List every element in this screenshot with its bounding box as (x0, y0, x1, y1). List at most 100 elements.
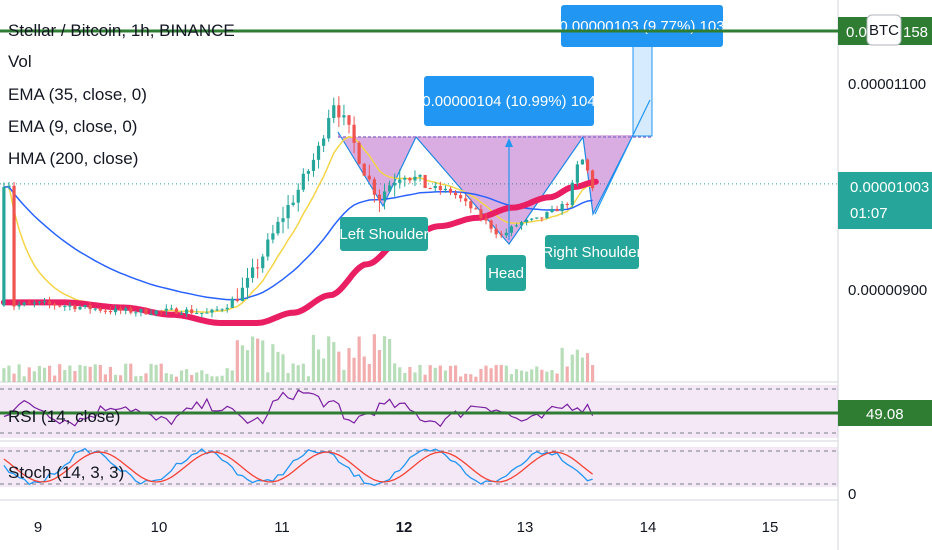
candle-body (575, 164, 579, 183)
candle-body (83, 305, 87, 308)
time-tick-label: 14 (640, 519, 657, 536)
volume-bar (88, 366, 92, 382)
volume-bar (83, 365, 87, 382)
candle-body (306, 170, 310, 174)
price-tick-label: 0.00001100 (848, 76, 926, 93)
volume-bar (37, 365, 42, 382)
volume-bar (17, 364, 21, 382)
measure2-callout-bg (561, 5, 723, 47)
candles-layer[interactable] (2, 96, 595, 318)
time-tick-label: 10 (151, 519, 168, 536)
candle-body (560, 203, 564, 212)
candle-body (129, 308, 133, 313)
candle-body (119, 308, 123, 311)
time-tick-label: 12 (396, 519, 413, 536)
candle-body (555, 208, 559, 212)
candle-body (327, 118, 331, 139)
time-tick-label: 13 (517, 519, 534, 536)
volume-bar (504, 365, 508, 382)
candle-body (316, 145, 321, 160)
volume-bar (200, 370, 204, 382)
candle-body (2, 186, 6, 306)
volume-bar (316, 349, 321, 382)
candle-body (266, 239, 270, 257)
volume-bar (560, 347, 564, 382)
measure1-callout: 0.00000104 (10.99%) 104 (422, 76, 596, 126)
current-price-tag (838, 172, 932, 229)
volume-bar (403, 373, 407, 382)
candle-body (139, 309, 143, 313)
rsi-value-label: 49.08 (866, 406, 904, 423)
projection-line (594, 99, 651, 215)
candle-body (387, 185, 392, 192)
candle-body (408, 177, 412, 181)
candle-body (347, 115, 351, 125)
time-tick-label: 15 (762, 519, 779, 536)
candle-body (504, 232, 508, 236)
volume-bar (519, 370, 524, 382)
candle-body (474, 208, 478, 210)
volume-bar (535, 366, 539, 382)
left-shoulder-callout-label: Left Shoulder (339, 226, 428, 243)
candle-body (271, 233, 275, 240)
volume-bar (108, 366, 113, 382)
volume-bar (32, 371, 36, 382)
candle-body (149, 314, 153, 316)
volume-bar (494, 365, 498, 382)
legend-rsi: RSI (14, close) (8, 407, 121, 426)
volume-bar (195, 372, 199, 382)
volume-bar (352, 357, 356, 382)
volume-bar (413, 372, 417, 382)
volume-bar (149, 363, 153, 382)
legend-ema35: EMA (35, close, 0) (8, 85, 147, 104)
volume-bar (387, 338, 392, 382)
countdown-label: 01:07 (850, 205, 888, 222)
volume-bar (382, 336, 387, 382)
currency-badge (866, 14, 902, 46)
candle-body (32, 302, 36, 304)
time-tick-label: 11 (274, 519, 290, 536)
legend-symbol: Stellar / Bitcoin, 1h, BINANCE (8, 21, 235, 40)
candle-body (210, 309, 214, 313)
volume-bar (372, 334, 376, 382)
right-shoulder-callout-label: Right Shoulder (542, 244, 641, 261)
candle-body (459, 195, 463, 199)
left-shoulder-callout: Left Shoulder (339, 217, 429, 251)
candle-body (47, 301, 52, 304)
volume-bar (47, 365, 52, 382)
candle-body (519, 222, 524, 226)
candle-body (261, 256, 265, 269)
measure1-callout-bg (424, 76, 594, 126)
candle-body (509, 226, 513, 233)
candle-body (535, 217, 539, 219)
candle-body (423, 174, 427, 189)
volume-bar (281, 354, 285, 382)
candle-body (169, 308, 173, 310)
candle-body (438, 185, 442, 191)
stoch-d-line (3, 451, 593, 483)
candle-body (413, 176, 417, 181)
axis-layer: 0.00001100 0.00000900 0.00001003 01:07 0.0 15… (34, 14, 932, 536)
candle-body (464, 198, 468, 202)
volume-bar (575, 349, 579, 382)
volume-bar (514, 369, 519, 382)
volume-bar (418, 364, 422, 382)
candle-body (585, 159, 590, 171)
top-tag-suffix: 158 (903, 24, 928, 41)
candle-body (580, 159, 585, 165)
candle-body (256, 267, 260, 269)
candle-body (332, 105, 336, 119)
volume-bar (530, 369, 534, 382)
volume-bar (438, 365, 442, 382)
candle-body (88, 305, 92, 310)
volume-bar (585, 353, 590, 382)
ma-layer (0, 135, 599, 326)
right-shoulder-callout-bg (545, 235, 639, 269)
volume-bar (113, 374, 118, 382)
time-tick-label: 9 (34, 519, 42, 536)
candle-body (68, 305, 72, 307)
candle-body (93, 308, 97, 310)
volume-bar (256, 338, 260, 382)
candle-body (565, 203, 569, 206)
